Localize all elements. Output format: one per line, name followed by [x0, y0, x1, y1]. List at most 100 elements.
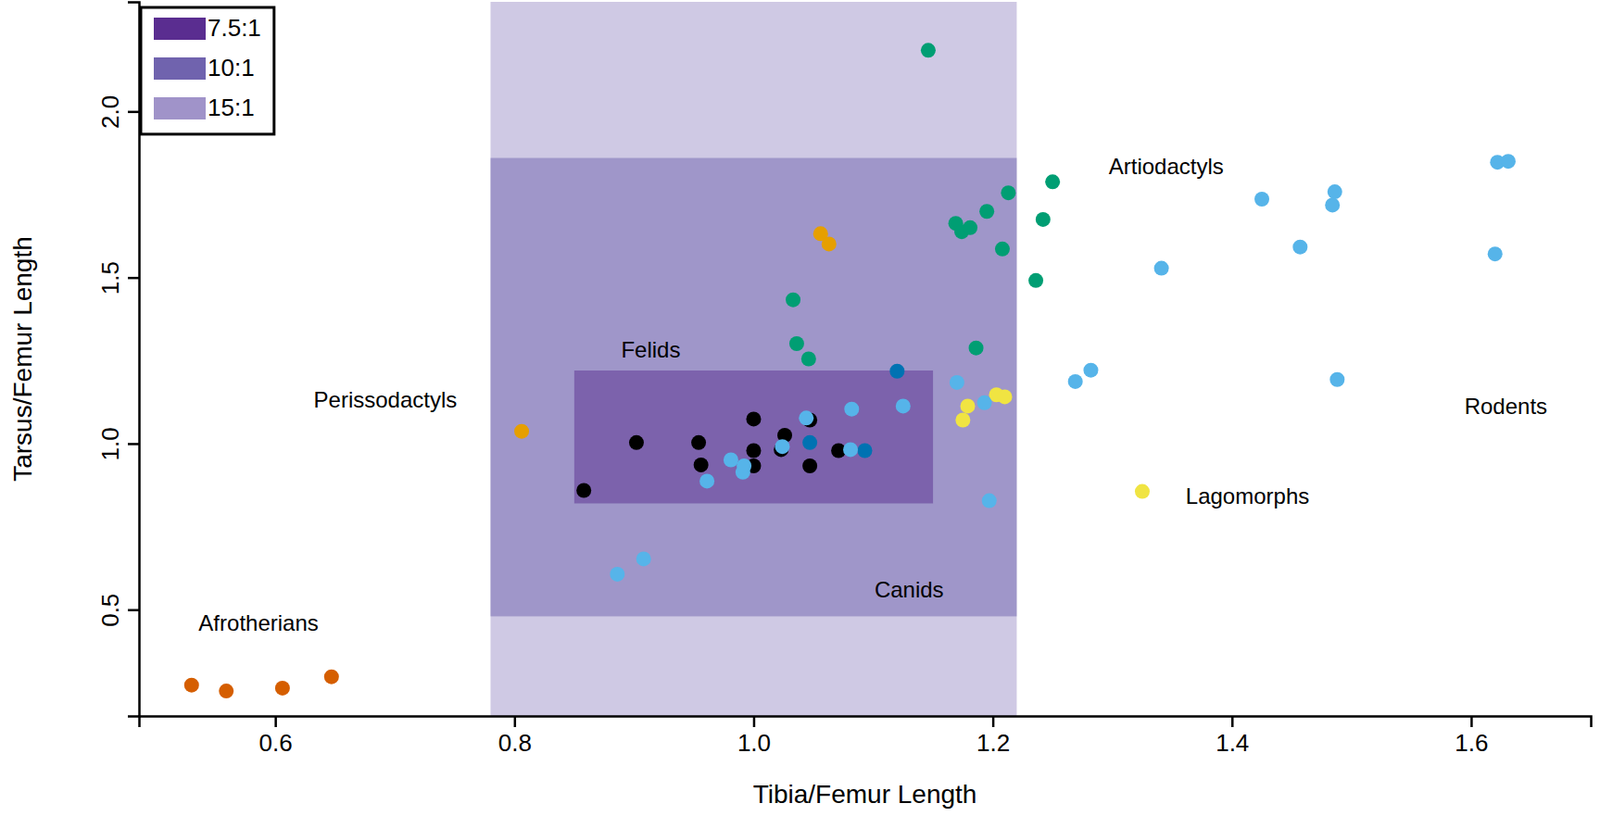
- point: [1329, 372, 1345, 388]
- point: [691, 435, 706, 451]
- point: [1083, 363, 1098, 378]
- x-tick: 1.2: [976, 716, 1010, 757]
- legend: 7.5:1 10:1 15:1: [140, 7, 275, 135]
- point: [889, 364, 905, 379]
- point: [1154, 261, 1170, 277]
- y-tick-mark: [127, 277, 139, 280]
- point: [798, 410, 814, 426]
- x-tick: 0.8: [498, 716, 532, 757]
- point-group: [802, 364, 905, 459]
- point: [745, 442, 761, 458]
- point: [723, 453, 739, 468]
- x-tick-label: 0.8: [498, 729, 532, 757]
- point: [576, 483, 592, 499]
- point: [324, 669, 340, 685]
- y-tick-mark: [127, 442, 139, 446]
- legend-frame: [140, 7, 275, 135]
- group-label: Felids: [620, 337, 681, 363]
- point: [857, 442, 873, 458]
- point: [184, 678, 200, 693]
- x-tick-label: 1.2: [976, 729, 1010, 757]
- point: [843, 441, 858, 457]
- point: [802, 458, 818, 474]
- ratio-region: [490, 158, 1017, 618]
- point: [962, 220, 978, 236]
- point: [275, 680, 290, 696]
- point: [1292, 239, 1308, 255]
- group-label: Canids: [874, 577, 945, 603]
- point: [821, 236, 837, 252]
- point: [745, 411, 761, 427]
- point: [997, 389, 1013, 404]
- y-axis-line: [127, 2, 140, 718]
- point: [802, 435, 818, 451]
- x-tick-mark: [1470, 716, 1474, 728]
- y-tick: 1.0: [96, 427, 139, 461]
- x-tick-label: 1.6: [1454, 729, 1488, 757]
- x-axis-line: [139, 717, 1592, 729]
- x-tick-mark: [274, 716, 278, 728]
- point: [789, 336, 805, 352]
- point: [955, 412, 971, 428]
- group-label: Rodents: [1464, 393, 1548, 419]
- point: [218, 683, 234, 699]
- point-group: [609, 153, 1516, 582]
- point: [1324, 197, 1340, 213]
- x-tick-label: 1.0: [737, 729, 771, 757]
- point: [895, 398, 911, 414]
- y-axis-title: Tarsus/Femur Length: [8, 236, 38, 482]
- point: [1327, 184, 1343, 200]
- point: [785, 292, 801, 308]
- legend-swatch: [153, 17, 206, 40]
- x-tick-label: 1.4: [1215, 729, 1249, 757]
- y-tick-mark: [127, 608, 139, 612]
- point: [1487, 246, 1503, 262]
- point-group: [514, 226, 837, 439]
- plot-area: [184, 1, 1516, 717]
- point: [1500, 153, 1516, 169]
- ratio-region: [490, 1, 1017, 717]
- point-group: [184, 669, 340, 699]
- y-axis: 0.51.01.52.0: [96, 2, 140, 718]
- y-tick-label: 0.5: [96, 593, 125, 628]
- x-tick: 0.6: [259, 716, 293, 757]
- chart: 0.60.81.01.21.41.60.51.01.52.0Tibia/Femu…: [0, 0, 1600, 816]
- y-tick-label: 1.0: [96, 427, 125, 461]
- x-tick: 1.0: [737, 716, 771, 757]
- point: [969, 340, 984, 356]
- point: [844, 402, 859, 417]
- point: [1134, 484, 1150, 500]
- y-tick: 0.5: [96, 593, 139, 628]
- y-tick-label: 1.5: [96, 261, 125, 295]
- point: [801, 352, 817, 367]
- legend-label: 10:1: [207, 53, 255, 82]
- point: [995, 241, 1010, 257]
- legend-label: 15:1: [207, 93, 255, 122]
- ratio-region: [574, 370, 933, 504]
- point: [949, 375, 965, 391]
- point: [1035, 212, 1051, 227]
- x-tick-mark: [514, 716, 517, 728]
- legend-label: 7.5:1: [207, 13, 262, 42]
- x-axis-title: Tibia/Femur Length: [753, 780, 978, 809]
- legend-swatch: [153, 97, 206, 120]
- x-tick: 1.6: [1454, 716, 1488, 757]
- point: [1045, 174, 1060, 189]
- y-tick: 1.5: [96, 261, 139, 295]
- point: [977, 395, 993, 411]
- x-tick: 1.4: [1215, 716, 1249, 757]
- point: [693, 457, 709, 473]
- point: [699, 473, 715, 489]
- point: [1068, 374, 1084, 390]
- group-label: Perissodactyls: [314, 387, 458, 413]
- y-tick-mark: [127, 111, 139, 114]
- point: [629, 435, 644, 451]
- x-axis: 0.6 0.8 1.0 1.2 1.4 1.6: [139, 716, 1592, 757]
- point-group: [955, 387, 1150, 499]
- group-label: Artiodactyls: [1108, 153, 1224, 179]
- point: [1000, 185, 1016, 201]
- point: [920, 42, 936, 58]
- group-label: Lagomorphs: [1185, 483, 1310, 509]
- x-tick-mark: [1231, 716, 1235, 728]
- point: [636, 551, 652, 567]
